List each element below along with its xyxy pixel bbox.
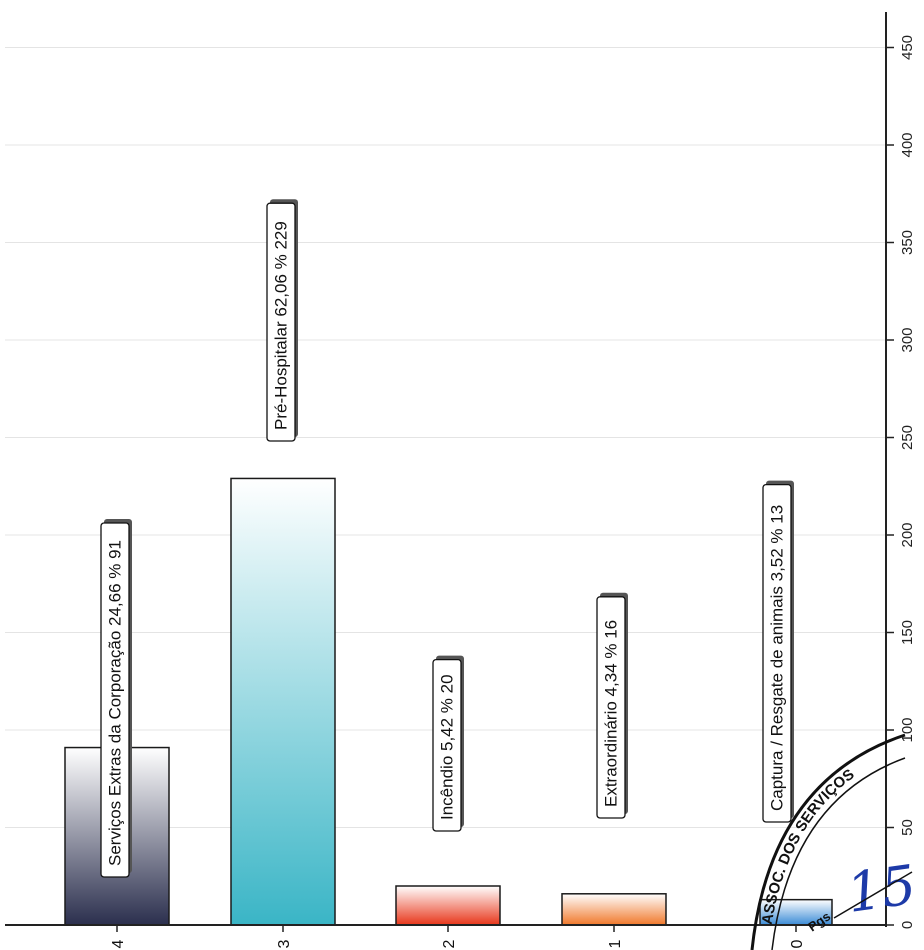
bar: [230, 477, 336, 926]
category-tick-label: 3: [276, 939, 293, 948]
grid-lines: [5, 47, 886, 828]
value-tick-label: 0: [899, 921, 916, 929]
stamp-outer-ring: [750, 733, 906, 950]
data-label-box: [432, 658, 462, 832]
data-label-text: Incêndio 5,42 % 20: [437, 674, 456, 820]
category-tick-label: 0: [789, 939, 806, 948]
value-tick-label: 50: [899, 819, 916, 836]
category-tick-label: 2: [441, 939, 458, 948]
data-label-box: [266, 202, 296, 442]
data-label: Incêndio 5,42 % 20: [432, 655, 464, 832]
stamp-inner-ring: [771, 757, 906, 950]
value-tick-label: 400: [899, 132, 916, 157]
data-label-text: Captura / Resgate de animais 3,52 % 13: [767, 505, 786, 811]
value-tick-label: 300: [899, 327, 916, 352]
value-tick-label: 250: [899, 425, 916, 450]
data-label: Pré-Hospitalar 62,06 % 229: [266, 199, 298, 442]
value-tick-label: 200: [899, 522, 916, 547]
data-label-text: Pré-Hospitalar 62,06 % 229: [271, 221, 290, 430]
data-labels-group: Serviços Extras da Corporação 24,66 % 91…: [100, 199, 794, 878]
bar: [395, 885, 501, 926]
data-label: Captura / Resgate de animais 3,52 % 13: [762, 480, 794, 823]
data-label-box: [596, 596, 626, 819]
data-label: Extraordinário 4,34 % 16: [596, 592, 628, 819]
handwritten-number: 15: [843, 853, 920, 925]
category-tick-label: 4: [110, 939, 127, 948]
data-label-text: Serviços Extras da Corporação 24,66 % 91: [105, 540, 124, 866]
data-label: Serviços Extras da Corporação 24,66 % 91: [100, 519, 132, 878]
value-tick-label: 150: [899, 620, 916, 645]
category-tick-label: 1: [607, 939, 624, 948]
value-tick-label: 350: [899, 230, 916, 255]
data-label-text: Extraordinário 4,34 % 16: [601, 620, 620, 807]
signature-stroke: [833, 871, 913, 919]
data-label-box: [762, 483, 792, 823]
data-label-box: [100, 522, 130, 878]
value-tick-label: 450: [899, 35, 916, 60]
bar: [561, 893, 667, 926]
value-tick-label: 100: [899, 717, 916, 742]
